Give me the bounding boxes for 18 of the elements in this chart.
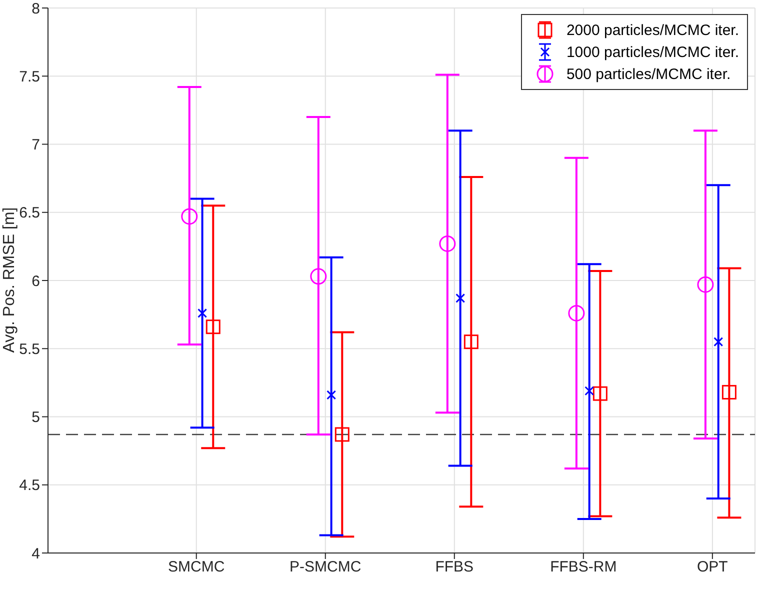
y-tick-label: 5.5 [19, 340, 40, 358]
legend-label: 1000 particles/MCMC iter. [566, 44, 739, 60]
y-tick-label: 6 [32, 272, 40, 290]
x-tick-label: P-SMCMC [290, 558, 362, 576]
y-axis-title: Avg. Pos. RMSE [m] [1, 207, 18, 353]
legend-label: 500 particles/MCMC iter. [566, 66, 731, 82]
legend-label: 2000 particles/MCMC iter. [566, 22, 739, 38]
x-tick-label: FFBS [435, 558, 474, 576]
y-tick-label: 4.5 [19, 477, 40, 494]
x-tick-label: FFBS-RM [550, 558, 617, 576]
x-tick-label: SMCMC [168, 558, 225, 576]
y-tick-label: 6.5 [19, 204, 40, 222]
x-tick-label: OPT [697, 558, 728, 576]
y-tick-label: 5 [32, 409, 40, 426]
y-tick-label: 4 [32, 545, 40, 562]
y-tick-label: 7.5 [19, 68, 40, 86]
y-tick-label: 8 [32, 0, 40, 18]
y-tick-label: 7 [32, 136, 40, 154]
